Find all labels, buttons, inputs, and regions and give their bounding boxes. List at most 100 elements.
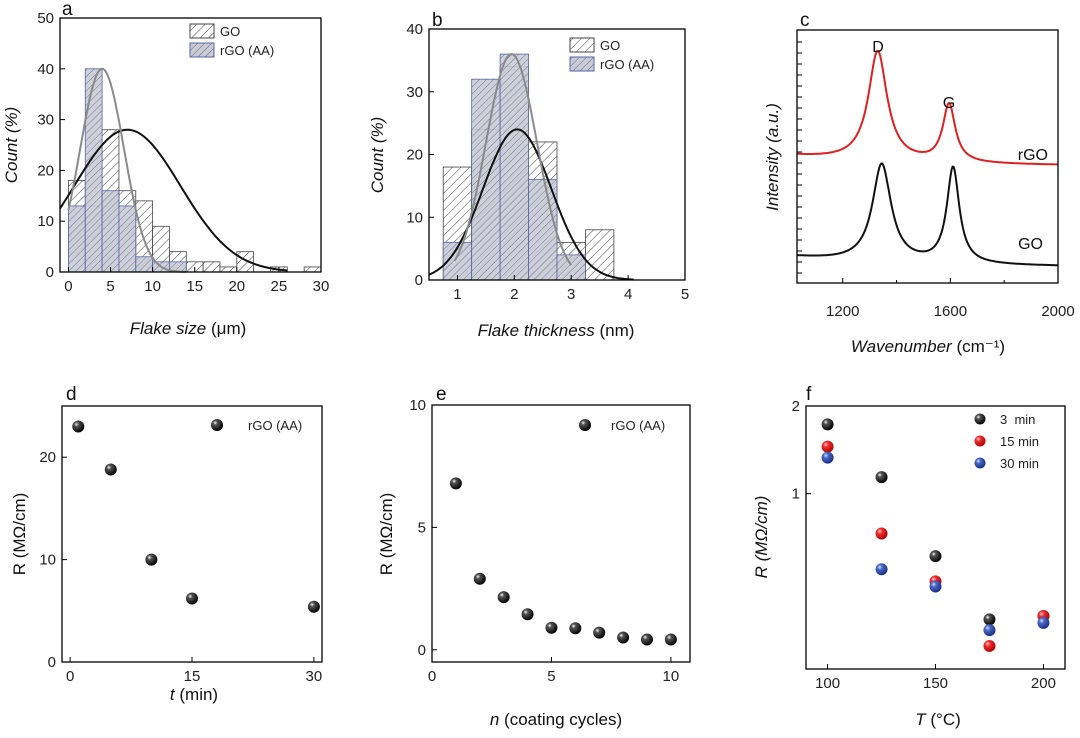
panel-c-ylabel: Intensity (a.u.) — [763, 103, 782, 211]
panel-b-go-fit-line — [428, 128, 634, 281]
panel-b-xlabel-unit: (nm) — [599, 321, 634, 340]
panel-d-ticks: 0 15 30 0 10 20 — [39, 449, 322, 685]
panel-e-legend-label: rGO (AA) — [611, 418, 665, 433]
panel-a-xlabel-name: Flake size — [130, 319, 207, 338]
panel-a-rgo-bar — [118, 205, 137, 273]
panel-e-point — [521, 608, 534, 621]
panel-c-ylabel-text: Intensity (a.u.) — [763, 103, 782, 211]
panel-e-xlabel: n (coating cycles) — [490, 710, 622, 729]
panel-f-point — [983, 613, 996, 626]
panel-e-point — [449, 477, 462, 490]
panel-d-letter: d — [66, 384, 77, 405]
panel-b-xtick-label: 5 — [681, 286, 689, 303]
panel-e-ytick-label: 0 — [418, 642, 426, 659]
panel-f-xtick-label: 100 — [815, 675, 840, 692]
panel-f-legend-marker-3min — [974, 413, 986, 425]
panel-a-go-fit-line — [59, 128, 288, 272]
panel-b-letter: b — [432, 10, 443, 31]
panel-e-xtick-label: 10 — [663, 668, 680, 685]
panel-b-legend-rgo-swatch — [569, 56, 595, 72]
panel-e-point — [569, 622, 582, 635]
panel-b-xlabel: Flake thickness (nm) — [478, 321, 635, 340]
panel-a-xlabel: Flake size (μm) — [130, 319, 247, 338]
panel-a-ytick-label: 0 — [46, 264, 54, 281]
panel-e-letter: e — [436, 384, 447, 405]
panel-a-xtick-label: 20 — [228, 278, 245, 295]
panel-e-ytick-label: 5 — [418, 519, 426, 536]
panel-f-point — [875, 471, 888, 484]
panel-e-ticks: 0 5 10 0 5 10 — [409, 397, 679, 685]
panel-a-ytick-label: 40 — [37, 61, 54, 78]
panel-b-ytick-label: 20 — [406, 147, 423, 164]
panel-d-point — [186, 592, 198, 605]
panel-b-legend-rgo: rGO (AA) — [600, 57, 654, 72]
panel-b-rgo-bar — [528, 179, 558, 281]
panel-c-label-rgo: rGO — [1018, 147, 1048, 164]
panel-c-xlabel: Wavenumber (cm⁻¹) — [851, 337, 1005, 356]
panel-f-point — [821, 440, 834, 453]
panel-d-legend-marker — [211, 419, 223, 431]
panel-a-go-bar — [303, 266, 322, 273]
panel-a-xtick-label: 5 — [106, 278, 114, 295]
panel-c-xtick-label: 2000 — [1041, 303, 1074, 320]
panel-c-xlabel-name: Wavenumber — [851, 337, 953, 356]
panel-a-xtick-label: 25 — [271, 278, 288, 295]
panel-e-ytick-label: 10 — [409, 397, 426, 414]
panel-a-rgo-bar — [84, 68, 103, 273]
panel-a-ticks: 0 5 10 15 20 25 30 0 10 20 30 40 50 — [37, 10, 329, 295]
panel-b-xtick-label: 2 — [510, 286, 518, 303]
panel-a-legend-go: GO — [220, 24, 240, 39]
panel-f-ytick-label: 2 — [792, 398, 800, 415]
panel-c: 1200 1600 2000 D G rGO GO c Wavenumber (cm… — [763, 10, 1075, 356]
panel-a-legend-rgo: rGO (AA) — [220, 43, 274, 58]
panel-b-rgo-fit-line — [453, 53, 573, 266]
panel-c-letter: c — [800, 10, 810, 31]
panel-b-ytick-label: 30 — [406, 84, 423, 101]
panel-e-point — [664, 633, 677, 646]
panel-b: 1 2 3 4 5 0 10 20 30 40 GO rGO (AA) b Flake thick… — [368, 10, 689, 340]
panel-e: 0 5 10 0 5 10 rGO (AA) e n (coating cycles) R… — [377, 384, 691, 729]
panel-a-letter: a — [62, 0, 73, 20]
panel-a-rgo-bar — [68, 205, 86, 273]
panel-d-point — [104, 463, 117, 476]
panel-b-legend-go-swatch — [569, 37, 595, 53]
panel-a-ytick-label: 20 — [37, 162, 54, 179]
panel-b-xtick-label: 1 — [453, 286, 461, 303]
panel-d-xtick-label: 30 — [306, 668, 323, 685]
panel-b-xlabel-name: Flake thickness — [478, 321, 596, 340]
panel-b-ytick-label: 10 — [406, 209, 423, 226]
panel-d-xtick-label: 15 — [184, 668, 201, 685]
panel-f-xlabel-unit: (°C) — [930, 710, 960, 729]
panel-f-points — [821, 418, 1050, 652]
panel-e-xtick-label: 0 — [428, 668, 436, 685]
panel-e-frame — [431, 404, 691, 663]
panel-e-xlabel-name: n — [490, 710, 499, 729]
panel-a-ylabel: Count (%) — [2, 107, 21, 184]
panel-c-go-spectrum — [797, 162, 1058, 267]
panel-f-legend-marker-15min — [974, 435, 986, 447]
panel-f-xlabel: T (°C) — [915, 710, 961, 729]
panel-e-xtick-label: 5 — [547, 668, 555, 685]
panel-a-xtick-label: 0 — [64, 278, 72, 295]
panel-f-point — [821, 451, 834, 464]
panel-e-points — [449, 477, 677, 646]
panel-a-ytick-label: 50 — [37, 10, 54, 27]
panel-f-point — [983, 639, 996, 652]
panel-f-ytick-label: 1 — [792, 486, 800, 503]
panel-d-frame — [61, 405, 323, 663]
panel-e-ylabel: R (MΩ/cm) — [377, 493, 396, 576]
panel-a-xlabel-unit: (μm) — [211, 319, 246, 338]
panel-a-ytick-label: 10 — [37, 213, 54, 230]
panel-f-ylabel: R (MΩ/cm) — [752, 496, 771, 579]
panel-c-rgo-spectrum — [796, 49, 1058, 166]
panel-f: 100 150 200 1 2 3 min 15 min 30 min f T (°C)… — [752, 384, 1066, 729]
panel-d-xlabel-name: t — [170, 685, 176, 704]
panel-f-point — [821, 418, 834, 431]
panel-e-point — [641, 633, 653, 646]
panel-c-label-go: GO — [1018, 236, 1043, 253]
panel-b-xtick-label: 4 — [624, 286, 632, 303]
panel-d-ytick-label: 0 — [48, 654, 56, 671]
panel-e-point — [593, 626, 606, 639]
panel-d-ylabel: R (MΩ/cm) — [10, 493, 29, 576]
